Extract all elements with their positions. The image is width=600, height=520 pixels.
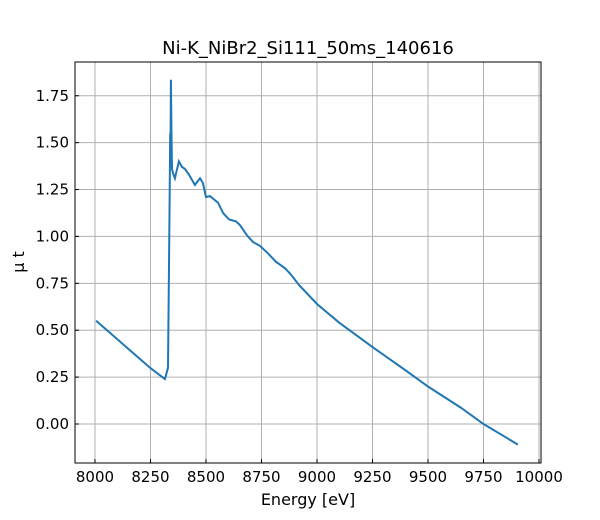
x-axis-label: Energy [eV] — [261, 490, 355, 509]
y-tick-label: 0.00 — [36, 415, 69, 433]
plot-frame — [74, 61, 542, 464]
x-tick-label: 8500 — [187, 468, 225, 486]
y-tick-label: 1.50 — [36, 134, 69, 152]
x-tick-label: 9750 — [464, 468, 502, 486]
y-axis-label: μ t — [9, 251, 28, 273]
x-tick-label: 8000 — [76, 468, 114, 486]
x-tick-label: 10000 — [515, 468, 563, 486]
series-line-mu-t — [95, 79, 519, 446]
chart-title: Ni-K_NiBr2_Si111_50ms_140616 — [162, 38, 454, 59]
x-tick-label: 9000 — [298, 468, 336, 486]
y-tick-label: 0.75 — [36, 274, 69, 292]
y-tick-label: 0.25 — [36, 368, 69, 386]
y-tick-label: 0.50 — [36, 321, 69, 339]
grid — [75, 62, 541, 463]
y-tick-label: 1.00 — [36, 227, 69, 245]
x-tick-label: 9250 — [353, 468, 391, 486]
x-tick-label: 8750 — [242, 468, 280, 486]
x-tick-label: 9500 — [409, 468, 447, 486]
y-tick-label: 1.75 — [36, 87, 69, 105]
y-tick-label: 1.25 — [36, 181, 69, 199]
ticks: 8000 8250 8500 8750 9000 9250 9500 9750 10000 0.0… — [36, 87, 563, 486]
x-tick-label: 8250 — [131, 468, 169, 486]
